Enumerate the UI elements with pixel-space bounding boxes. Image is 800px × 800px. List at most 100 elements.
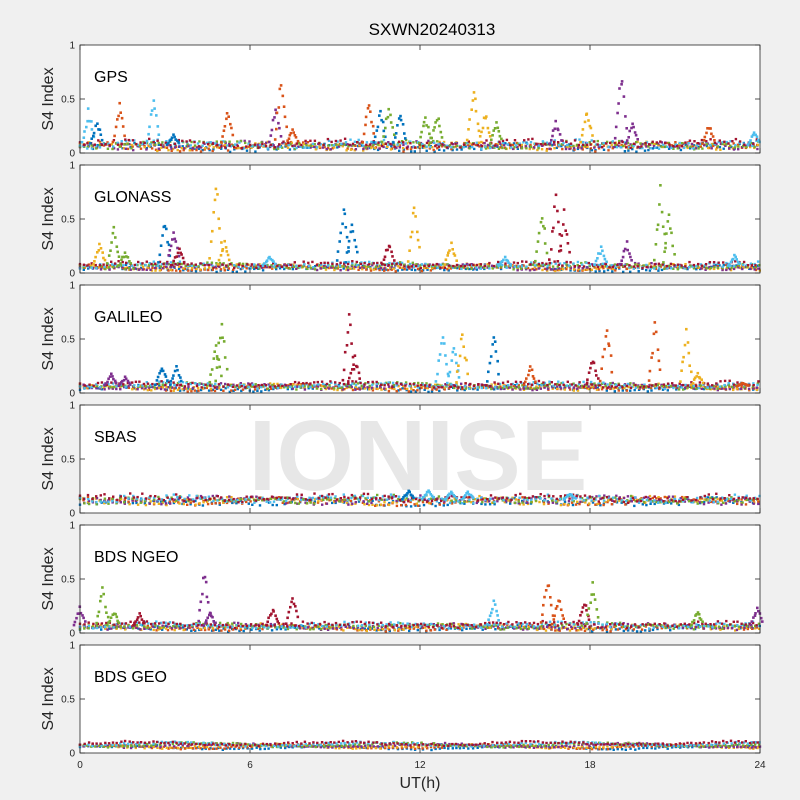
data-point: [115, 245, 119, 248]
data-point: [153, 107, 156, 110]
data-point: [590, 268, 593, 271]
data-point: [548, 382, 551, 386]
data-point: [368, 263, 371, 266]
data-point: [531, 137, 534, 141]
data-point: [611, 381, 614, 385]
data-point: [182, 267, 185, 270]
data-point: [226, 386, 230, 389]
data-point: [527, 383, 530, 386]
data-point: [144, 385, 148, 388]
data-point: [576, 500, 579, 503]
data-point: [621, 255, 625, 259]
data-point: [501, 263, 504, 267]
data-point: [732, 501, 735, 504]
data-point: [409, 235, 413, 239]
data-point: [291, 267, 295, 271]
data-point: [344, 226, 348, 229]
data-point: [144, 387, 147, 390]
data-point: [540, 148, 544, 151]
data-point: [342, 265, 345, 268]
data-point: [305, 144, 308, 147]
data-point: [191, 149, 194, 152]
data-point: [229, 263, 232, 266]
data-point: [562, 141, 565, 145]
data-point: [633, 504, 636, 508]
data-point: [380, 388, 383, 391]
data-point: [276, 145, 280, 148]
data-point: [175, 255, 178, 258]
data-point: [339, 139, 342, 142]
data-point: [145, 260, 148, 263]
data-point: [520, 147, 524, 150]
data-point: [232, 383, 235, 386]
data-point: [528, 365, 532, 368]
data-point: [379, 267, 382, 270]
data-point: [666, 382, 670, 385]
data-point: [356, 250, 359, 254]
data-point: [111, 231, 115, 235]
data-point: [147, 132, 150, 136]
data-point: [154, 387, 157, 391]
data-point: [650, 389, 653, 392]
data-point: [338, 385, 341, 388]
data-point: [623, 265, 627, 268]
data-point: [478, 266, 481, 269]
data-point: [610, 144, 613, 147]
data-point: [83, 130, 86, 133]
data-point: [397, 117, 401, 120]
data-point: [173, 237, 177, 241]
data-point: [678, 141, 681, 145]
data-point: [678, 144, 681, 147]
data-point: [707, 501, 710, 504]
data-point: [263, 262, 266, 265]
data-point: [543, 242, 547, 245]
data-point: [242, 147, 246, 150]
data-point: [180, 265, 183, 269]
data-point: [232, 389, 235, 392]
data-point: [750, 264, 754, 267]
y-tick-label: 1: [69, 281, 75, 292]
data-point: [585, 261, 588, 264]
data-point: [100, 138, 104, 142]
data-point: [710, 132, 713, 136]
data-point: [705, 140, 708, 143]
data-point: [333, 146, 336, 149]
data-point: [411, 146, 414, 149]
data-point: [309, 266, 313, 270]
data-point: [628, 266, 631, 269]
data-point: [680, 264, 683, 267]
data-point: [545, 262, 548, 265]
data-point: [233, 266, 236, 270]
data-point: [530, 261, 533, 264]
data-point: [596, 502, 599, 506]
data-point: [738, 142, 741, 146]
data-point: [143, 500, 147, 503]
data-point: [487, 265, 491, 269]
data-point: [505, 266, 508, 269]
data-point: [172, 500, 175, 503]
data-point: [360, 494, 363, 497]
data-point: [193, 389, 197, 392]
data-point: [222, 129, 226, 132]
data-point: [174, 384, 177, 387]
data-point: [617, 144, 620, 148]
data-point: [391, 126, 394, 129]
data-point: [386, 248, 389, 252]
data-point: [489, 355, 493, 358]
data-point: [187, 383, 190, 386]
data-point: [613, 145, 616, 149]
data-point: [455, 370, 459, 373]
data-point: [648, 269, 652, 272]
data-point: [709, 266, 713, 270]
data-point: [220, 322, 224, 326]
data-point: [499, 267, 503, 271]
data-point: [126, 262, 129, 265]
data-point: [173, 369, 177, 373]
data-point: [687, 142, 690, 145]
data-point: [350, 342, 353, 345]
data-point: [414, 146, 417, 149]
data-point: [226, 265, 230, 268]
data-point: [488, 146, 492, 150]
data-point: [391, 385, 394, 388]
data-point: [208, 148, 211, 152]
